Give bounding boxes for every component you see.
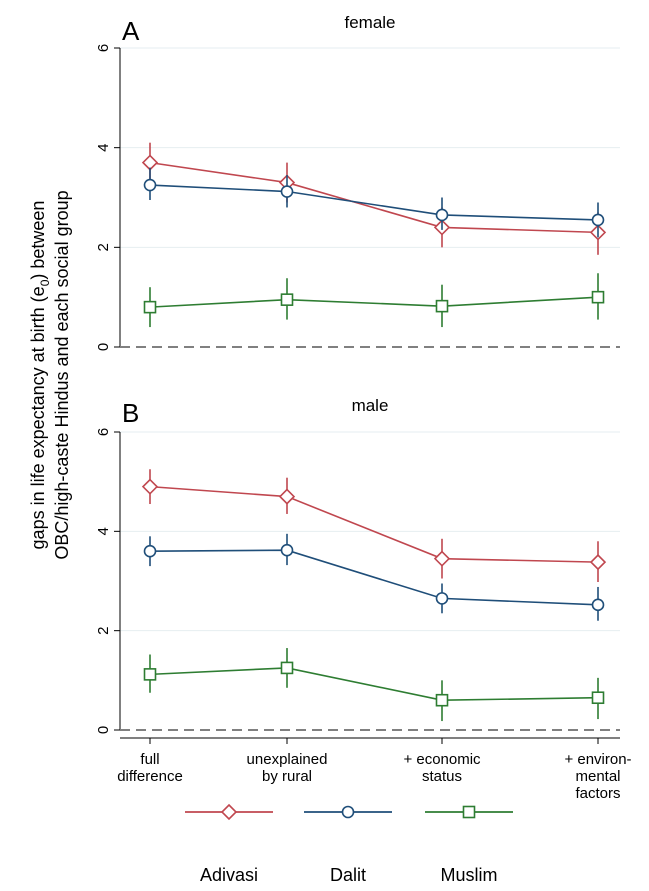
series-line	[149, 184, 599, 221]
data-point	[591, 598, 605, 612]
legend-label: Dalit	[330, 865, 366, 885]
series-line	[149, 485, 599, 563]
legend-marker	[220, 803, 238, 821]
data-point	[280, 543, 294, 557]
data-point	[141, 154, 159, 171]
series-dalit	[143, 533, 605, 621]
data-point	[435, 299, 449, 313]
y-axis-label: gaps in life expectancy at birth (e0) be…	[28, 190, 72, 559]
data-point	[435, 693, 449, 707]
data-point	[143, 544, 157, 558]
series-line	[149, 549, 599, 606]
legend-label: Adivasi	[200, 865, 258, 885]
series-muslim	[143, 273, 605, 328]
data-point	[143, 300, 157, 314]
data-point	[435, 208, 449, 222]
y-axis-label-line1: gaps in life expectancy at birth (e0) be…	[28, 201, 52, 550]
y-tick-label: 0	[95, 343, 112, 351]
legend-marker	[462, 805, 476, 819]
data-point	[143, 178, 157, 192]
series-adivasi	[141, 469, 607, 582]
panel-letter: B	[122, 398, 139, 428]
y-tick-label: 0	[95, 726, 112, 734]
series-line	[149, 296, 599, 308]
y-tick-label: 2	[95, 626, 112, 634]
series-line	[149, 161, 599, 234]
x-tick-label: status	[422, 768, 462, 785]
x-tick-label: + environ-	[564, 751, 631, 768]
data-point	[589, 553, 607, 571]
x-tick-label: mental	[575, 768, 620, 785]
panel-title: female	[344, 13, 395, 32]
data-point	[591, 691, 605, 705]
x-tick-label: by rural	[262, 768, 312, 785]
x-tick-label: unexplained	[247, 751, 328, 768]
series-dalit	[143, 167, 605, 238]
data-point	[591, 213, 605, 227]
legend-label: Muslim	[441, 865, 498, 885]
series-line	[149, 667, 599, 702]
y-tick-label: 4	[95, 527, 112, 535]
x-tick-label: factors	[575, 785, 620, 802]
panel-title: male	[352, 396, 389, 415]
y-axis-label-subscript: 0	[38, 279, 52, 286]
data-point	[280, 185, 294, 198]
y-tick-label: 2	[95, 243, 112, 251]
data-point	[143, 668, 157, 681]
series-muslim	[143, 648, 605, 722]
x-tick-label: difference	[117, 768, 183, 785]
legend-marker	[341, 805, 355, 819]
legend: Adivasi Dalit Muslim	[185, 803, 513, 885]
y-axis-label-line1-end: ) between	[28, 201, 48, 280]
data-point	[141, 478, 159, 495]
data-point	[591, 290, 605, 304]
y-tick-label: 6	[95, 428, 112, 436]
y-axis-label-line1-start: gaps in life expectancy at birth (e	[28, 286, 48, 549]
data-point	[278, 488, 296, 505]
data-point	[435, 592, 449, 605]
data-point	[280, 293, 294, 306]
data-point	[433, 550, 451, 567]
series-adivasi	[141, 142, 607, 255]
y-tick-label: 4	[95, 143, 112, 151]
panel-letter: A	[122, 16, 140, 46]
x-tick-label: + economic	[403, 751, 481, 768]
data-point	[280, 661, 294, 675]
y-tick-label: 6	[95, 44, 112, 52]
y-axis-label-line2: OBC/high-caste Hindus and each social gr…	[52, 190, 72, 559]
x-tick-label: full	[140, 751, 159, 768]
